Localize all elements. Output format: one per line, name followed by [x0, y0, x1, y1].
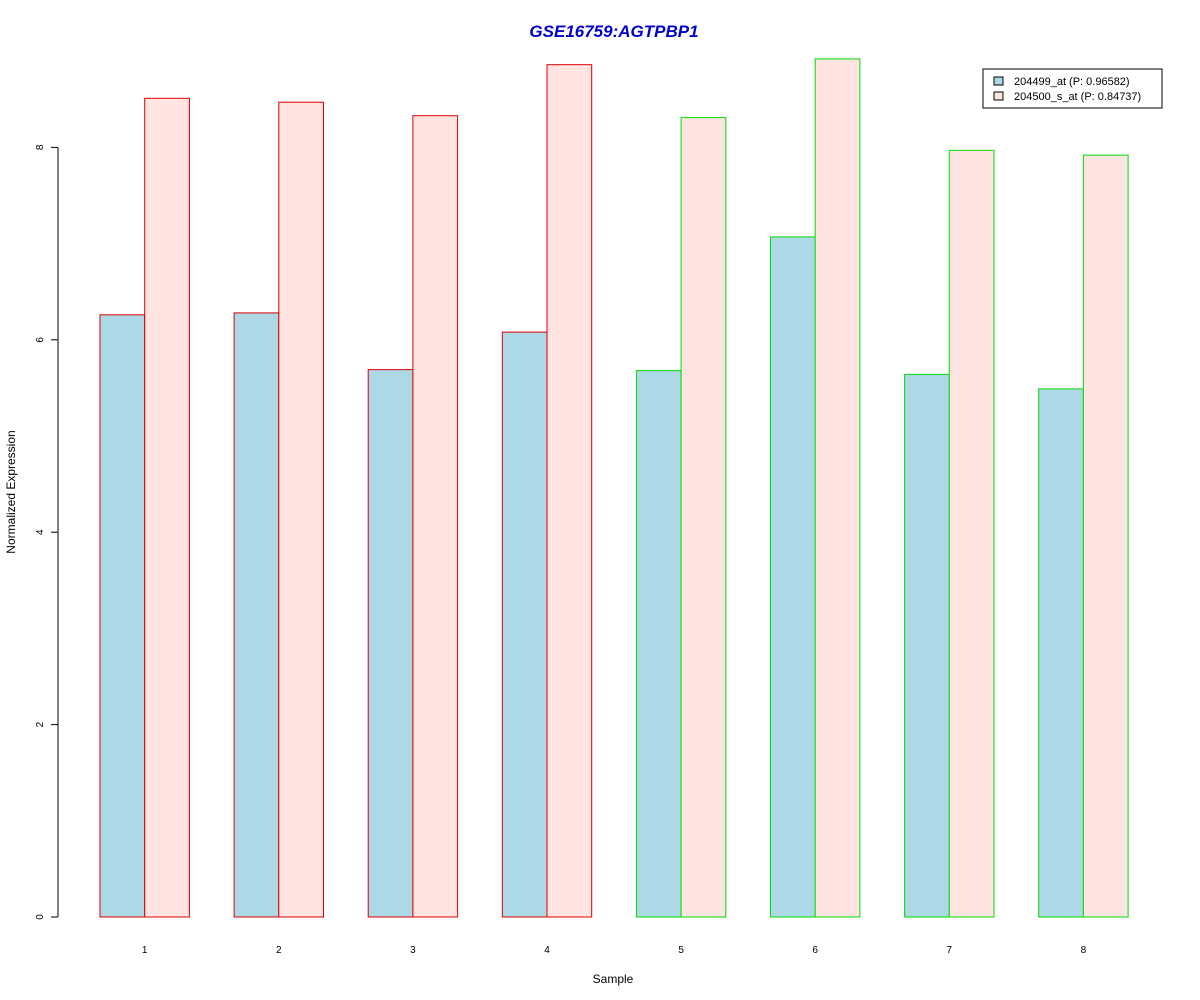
x-tick-label: 3 [410, 945, 416, 956]
legend-entry-label: 204500_s_at (P: 0.84737) [1014, 91, 1141, 103]
chart-title: GSE16759:AGTPBP1 [529, 22, 698, 41]
legend-entry-label: 204499_at (P: 0.96582) [1014, 76, 1130, 88]
bar-s1-sample-5 [635, 370, 682, 918]
bar-s2-sample-4 [546, 64, 593, 918]
bar-s2-sample-2 [278, 101, 324, 918]
x-tick-label: 8 [1081, 945, 1087, 956]
bar-s1-sample-2 [233, 312, 280, 918]
bar-s2-sample-7 [948, 149, 995, 918]
bar-s2-sample-6 [814, 58, 861, 918]
bar-s2-sample-3 [412, 115, 459, 918]
legend: 204499_at (P: 0.96582) 204500_s_at (P: 0.… [982, 68, 1163, 109]
legend-box [982, 68, 1163, 109]
bar-s2-sample-1 [144, 97, 190, 918]
legend-swatch [993, 76, 1004, 86]
legend-swatch [993, 91, 1004, 101]
bar-s1-sample-6 [770, 236, 816, 918]
bars-group [99, 58, 1129, 918]
x-tick-label: 7 [947, 945, 953, 956]
x-tick-label: 2 [276, 945, 282, 956]
y-tick-label: 4 [35, 529, 46, 535]
bar-s1-sample-4 [501, 331, 548, 918]
x-tick-label: 5 [678, 945, 684, 956]
y-tick-label: 6 [35, 337, 46, 343]
y-tick-label: 8 [35, 144, 46, 150]
bar-s2-sample-5 [680, 117, 727, 918]
x-tick-label: 1 [142, 945, 148, 956]
bar-s1-sample-1 [99, 314, 146, 918]
bar-s1-sample-3 [367, 369, 414, 918]
y-tick-label: 2 [35, 721, 46, 727]
x-tick-label: 4 [544, 945, 550, 956]
y-axis-label: Normalized Expression [4, 430, 18, 553]
x-axis-label: Sample [593, 972, 634, 986]
bar-s1-sample-8 [1038, 388, 1084, 918]
bar-s2-sample-8 [1082, 154, 1129, 918]
x-axis: 1 2 3 4 5 6 7 8 [142, 945, 1087, 956]
x-tick-label: 6 [812, 945, 818, 956]
y-axis: 0 2 4 6 8 [35, 144, 59, 920]
y-tick-label: 0 [35, 914, 46, 920]
bar-s1-sample-7 [904, 373, 950, 918]
